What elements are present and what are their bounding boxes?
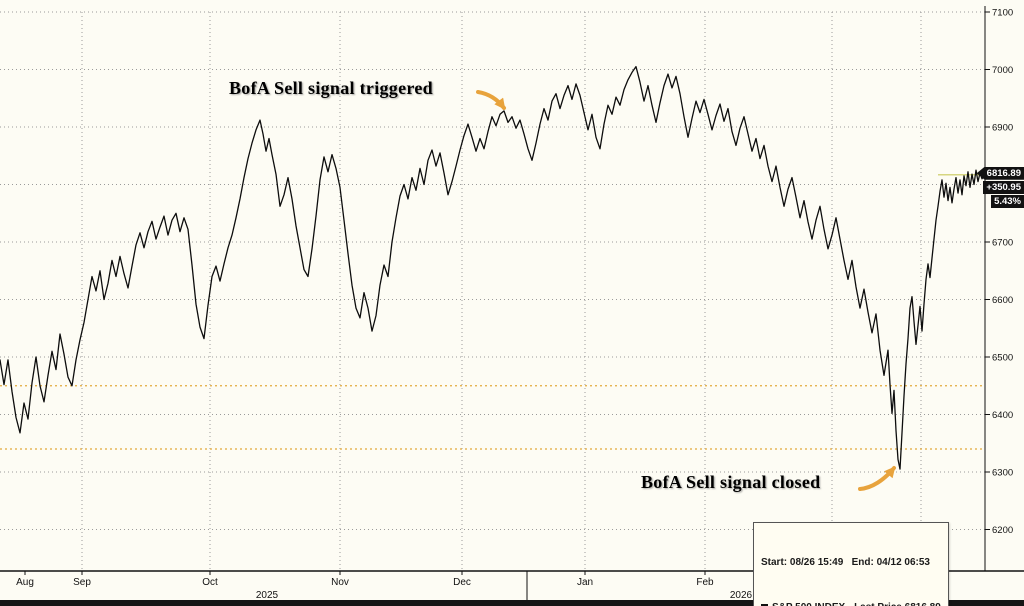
y-axis-label: 6600 <box>992 295 1013 306</box>
x-axis-month-label: Nov <box>331 577 349 588</box>
price-badges: 6816.89 +350.95 5.43% <box>976 166 1024 208</box>
x-axis-month-label: Jan <box>577 577 593 588</box>
x-axis-year-label: 2026 <box>730 590 753 601</box>
x-axis-month-label: Feb <box>696 577 714 588</box>
annotation-sell-signal-triggered: BofA Sell signal triggered <box>229 78 433 98</box>
x-axis-month-label: Dec <box>453 577 471 588</box>
legend-range-row: Start: 08/26 15:49 End: 04/12 06:53 <box>761 555 941 570</box>
series-marker-icon <box>761 603 768 606</box>
closed-arrow-icon <box>858 466 896 491</box>
chart-legend: Start: 08/26 15:49 End: 04/12 06:53 S&P … <box>753 522 949 606</box>
y-axis-label: 6400 <box>992 410 1013 421</box>
last-price-badge: 6816.89 <box>976 166 1024 180</box>
x-axis-month-label: Aug <box>16 577 34 588</box>
annotation-sell-signal-closed: BofA Sell signal closed <box>641 472 821 492</box>
legend-series-row: S&P 500 INDEX - Last Price 6816.89 <box>761 600 941 606</box>
bottom-panel-edge <box>0 600 1024 606</box>
y-axis-label: 7000 <box>992 65 1013 76</box>
y-axis-label: 6900 <box>992 123 1013 134</box>
pct-change-badge: 5.43% <box>991 194 1024 208</box>
y-axis-label: 6500 <box>992 353 1013 364</box>
x-axis-month-label: Sep <box>73 577 91 588</box>
legend-range-text: Start: 08/26 15:49 End: 04/12 06:53 <box>761 557 930 568</box>
y-axis-label: 6300 <box>992 468 1013 479</box>
x-axis-month-label: Oct <box>202 577 218 588</box>
x-axis-year-label: 2025 <box>256 590 279 601</box>
y-axis-label: 6200 <box>992 525 1013 536</box>
net-change-badge: +350.95 <box>983 180 1024 194</box>
legend-series-text: S&P 500 INDEX - Last Price 6816.89 <box>772 602 941 606</box>
triggered-arrow-icon <box>476 90 506 110</box>
price-series-line <box>0 65 986 470</box>
y-axis-label: 7100 <box>992 8 1013 19</box>
y-axis-label: 6700 <box>992 238 1013 249</box>
